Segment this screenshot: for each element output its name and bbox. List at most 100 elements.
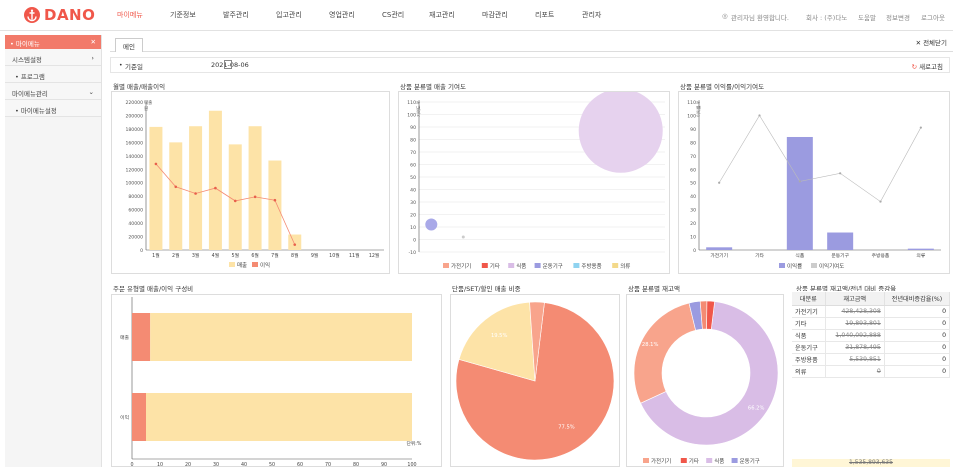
bar-sales	[288, 234, 302, 250]
legend-swatch	[731, 458, 738, 463]
profile-link[interactable]: 정보변경	[886, 14, 910, 22]
gnav-basic[interactable]: 기준정보	[170, 11, 196, 19]
y-tick-label: 80000	[128, 194, 143, 200]
point-contribution	[879, 200, 882, 203]
legend-swatch	[706, 458, 713, 463]
sidebar-item-system[interactable]: 시스템설정 ›	[5, 49, 101, 66]
bar-sales	[149, 126, 163, 250]
y-tick-label: 이익	[120, 414, 129, 421]
welcome-text: 관리자님 환영합니다.	[731, 14, 789, 22]
x-tick-label: 30	[213, 462, 219, 468]
cell-category: 기타	[792, 317, 826, 330]
cell-amount: 0	[825, 365, 885, 378]
date-input[interactable]: 2021-08-06	[211, 61, 249, 69]
bar-segment-b	[146, 393, 412, 441]
y-tick-label: 40	[410, 188, 416, 194]
cell-category: 의류	[792, 365, 826, 378]
tab-bar: 메인 ✕ 전체닫기	[110, 36, 953, 52]
sidebar-item-program[interactable]: • 프로그램	[5, 66, 101, 83]
refresh-button[interactable]: ↻ 새로고침	[912, 61, 943, 71]
y-tick-label: 180000	[125, 127, 143, 133]
cell-amount: 5,539,851	[825, 353, 885, 366]
table-row[interactable]: 기타 19,893,801 0	[792, 317, 951, 330]
pie-label: 66.2%	[748, 405, 765, 411]
calendar-icon[interactable]	[224, 60, 232, 69]
table-row[interactable]: 가전기기 428,428,308 0	[792, 305, 951, 318]
profit-chart: 0 10 20 30 40 50 60 70 80 90 100 110 이익률 % 가전기기 기타 식품 운동…	[687, 100, 941, 270]
chart-box-contribution: -10 0 10 20 30 40 50 60 70 80 90 100 110 기여도 % 가전기기 기타 식…	[398, 88, 670, 274]
gnav-order[interactable]: 발주관리	[223, 11, 249, 19]
x-tick-label: 5월	[232, 252, 239, 259]
legend-swatch	[534, 263, 541, 268]
gnav-cs[interactable]: CS관리	[382, 11, 405, 19]
col-category: 대분류	[792, 292, 826, 306]
cell-amount: 19,893,801	[825, 317, 885, 330]
gnav-mymenu[interactable]: 마이메뉴	[117, 11, 143, 19]
bar-sales	[268, 160, 282, 250]
gnav-closing[interactable]: 마감관리	[482, 11, 508, 19]
gnav-admin[interactable]: 관리자	[582, 11, 602, 19]
user-icon: ◎	[722, 12, 728, 20]
y-tick-label: -10	[408, 250, 416, 256]
sidebar-item-label: 프로그램	[20, 73, 45, 81]
x-tick-label: 8월	[291, 252, 298, 259]
channel-chart: 0 10 20 30 40 50 60 70 80 90 100 단위:% 매출이익	[120, 297, 422, 468]
bar-segment-b	[150, 313, 412, 361]
point-profit	[154, 162, 158, 166]
top-header: DANO 마이메뉴 기준정보 발주관리 입고관리 영업관리 CS관리 재고관리 …	[0, 0, 953, 31]
sidebar-item-label: 마이메뉴관리	[12, 90, 48, 98]
table-row[interactable]: 주방용품 5,539,851 0	[792, 353, 951, 366]
refresh-icon: ↻	[911, 63, 920, 71]
x-tick-label: 10	[157, 462, 163, 468]
sidebar-item-mymenu-setting[interactable]: • 마이메뉴설정	[5, 100, 101, 117]
gnav-receive[interactable]: 입고관리	[276, 11, 302, 19]
stock-chart: 66.2% 28.1% 가전기기 기타 식품 운동기구	[633, 300, 779, 465]
x-tick-label: 70	[325, 462, 331, 468]
point-contribution	[718, 181, 721, 184]
close-icon[interactable]: ✕	[90, 38, 96, 46]
bubble	[578, 88, 663, 173]
gnav-sales[interactable]: 영업관리	[329, 11, 355, 19]
x-tick-label: 가전기기	[710, 252, 728, 259]
legend-label: 기타	[689, 457, 699, 465]
help-link[interactable]: 도움말	[858, 14, 876, 22]
y-tick-label: 20	[410, 213, 416, 219]
stock-table: 대분류 재고금액 전년대비증감율(%) 가전기기 428,428,308 0 기타 19…	[792, 292, 951, 378]
point-contribution	[839, 172, 842, 175]
col-rate: 전년대비증감율(%)	[884, 292, 951, 306]
close-all-button[interactable]: ✕ 전체닫기	[916, 37, 947, 47]
tab-main[interactable]: 메인	[115, 38, 143, 52]
chart-box-channel: 0 10 20 30 40 50 60 70 80 90 100 단위:% 매출 이익	[111, 294, 442, 468]
gnav-stock[interactable]: 재고관리	[429, 11, 455, 19]
pie-label: 19.5%	[491, 333, 508, 339]
brand-logo[interactable]: DANO	[24, 5, 95, 25]
y-tick-label: 20	[690, 221, 696, 227]
legend-label: 식품	[516, 262, 526, 270]
pie-slice	[458, 301, 536, 382]
y-tick-label: 160000	[125, 140, 143, 146]
cell-amount: 1,040,092,888	[825, 329, 885, 342]
bar-margin	[827, 232, 854, 250]
logout-link[interactable]: 로그아웃	[921, 14, 945, 22]
y-tick-label: 110	[687, 100, 696, 106]
legend-label: 기타	[490, 262, 500, 270]
y-tick-label: 40000	[128, 221, 143, 227]
date-label: 기준일	[125, 63, 143, 71]
table-row[interactable]: 의류 0 0	[792, 365, 951, 378]
y-tick-label: 40	[690, 194, 696, 200]
table-row[interactable]: 운동기구 31,878,495 0	[792, 341, 951, 354]
table-row[interactable]: 식품 1,040,092,888 0	[792, 329, 951, 342]
panel-title-profit: 상품 분류별 이익률/이익기여도	[680, 83, 765, 91]
gnav-report[interactable]: 리포트	[535, 11, 555, 19]
legend-label: 운동기구	[740, 457, 760, 465]
cell-category: 식품	[792, 329, 826, 342]
refresh-label: 새로고침	[919, 63, 943, 71]
legend-swatch-sales	[229, 262, 235, 267]
point-profit	[233, 199, 237, 203]
sidebar-item-mymenu-manage[interactable]: 마이메뉴관리 ⌄	[5, 83, 101, 100]
x-tick-label: 12월	[369, 252, 380, 259]
legend-label: 운동기구	[543, 262, 563, 270]
panel-title-set: 단품/SET/할인 매출 비중	[452, 285, 521, 293]
y-tick-label: 20000	[128, 235, 143, 241]
y-tick-label: 60	[410, 163, 416, 169]
